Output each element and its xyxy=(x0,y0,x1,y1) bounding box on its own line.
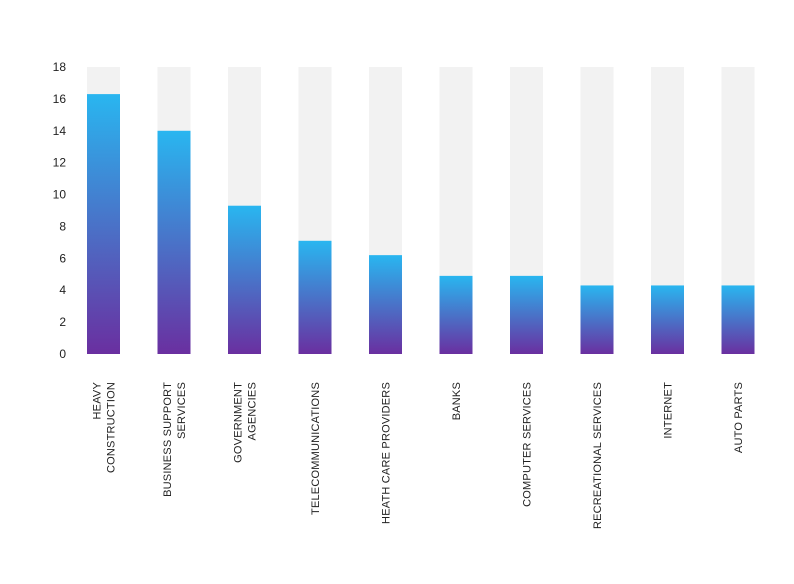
y-tick-label: 14 xyxy=(53,124,67,138)
bar xyxy=(87,94,120,354)
x-tick-label-line: AUTO PARTS xyxy=(733,382,745,453)
x-tick-label-line: RECREATIONAL SERVICES xyxy=(592,382,604,529)
y-tick-label: 2 xyxy=(59,315,66,329)
x-tick-label-line: CONSTRUCTION xyxy=(106,382,118,473)
y-tick-label: 6 xyxy=(59,251,66,265)
x-tick-label-line: HEATH CARE PROVIDERS xyxy=(381,382,393,524)
y-tick-label: 4 xyxy=(59,283,66,297)
x-tick-label: HEATH CARE PROVIDERS xyxy=(381,382,393,524)
x-tick-label: TELECOMMUNICATIONS xyxy=(310,382,322,515)
x-tick-label-line: INTERNET xyxy=(663,382,675,439)
bar xyxy=(298,240,332,354)
x-tick-label: BUSINESS SUPPORT SERVICES xyxy=(162,382,188,497)
x-tick-label-line: SERVICES xyxy=(176,382,188,439)
y-tick-label: 18 xyxy=(53,60,67,74)
x-tick-label: BANKS xyxy=(451,382,463,420)
bar xyxy=(228,205,261,354)
x-tick-label: HEAVY CONSTRUCTION xyxy=(92,382,118,473)
bar xyxy=(157,130,191,354)
y-tick-label: 10 xyxy=(53,188,67,202)
y-tick-label: 12 xyxy=(53,156,67,170)
bar xyxy=(580,285,614,354)
x-tick-label-line: HEAVY xyxy=(92,382,104,420)
y-axis: 0 2 4 6 8 10 12 14 16 18 xyxy=(53,60,67,361)
x-tick-label: RECREATIONAL SERVICES xyxy=(592,382,604,529)
x-tick-label-line: COMPUTER SERVICES xyxy=(522,382,534,507)
bar xyxy=(439,275,473,354)
x-tick-label: AUTO PARTS xyxy=(733,382,745,453)
x-tick-label-line: BANKS xyxy=(451,382,463,420)
y-tick-label: 16 xyxy=(53,92,67,106)
y-tick-label: 0 xyxy=(59,347,66,361)
bar xyxy=(651,285,684,354)
bars xyxy=(87,94,755,354)
x-axis-labels: HEAVY CONSTRUCTION BUSINESS SUPPORT SERVICE… xyxy=(92,382,746,530)
bar xyxy=(369,255,402,354)
bar xyxy=(721,285,755,354)
x-tick-label-line: BUSINESS SUPPORT xyxy=(162,382,174,497)
x-tick-label-line: GOVERNMENT xyxy=(233,382,245,463)
x-tick-label: COMPUTER SERVICES xyxy=(522,382,534,507)
y-tick-label: 8 xyxy=(59,219,66,233)
x-tick-label-line: AGENCIES xyxy=(247,382,259,440)
x-tick-label: GOVERNMENT AGENCIES xyxy=(233,382,259,463)
x-tick-label: INTERNET xyxy=(663,382,675,439)
bar xyxy=(510,275,543,354)
x-tick-label-line: TELECOMMUNICATIONS xyxy=(310,382,322,515)
